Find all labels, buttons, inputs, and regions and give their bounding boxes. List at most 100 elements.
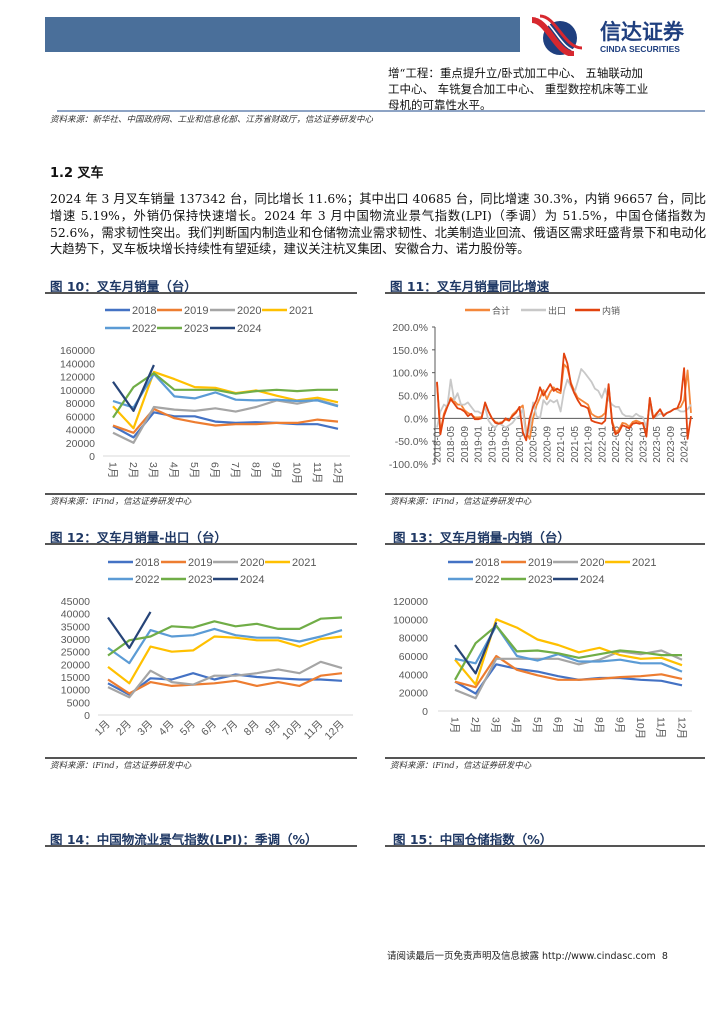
- intro-source: 资料来源：新华社、中国政府网、工业和信息化部、江苏省财政厅，信达证券研发中心: [50, 115, 374, 125]
- x-tick-label: 9月: [613, 717, 625, 733]
- x-tick-label: 7月: [229, 462, 241, 478]
- legend-label: 2021: [289, 305, 313, 317]
- legend-label: 内销: [602, 305, 620, 316]
- x-tick-label: 5月: [178, 718, 198, 738]
- y-tick-label: 35000: [61, 621, 90, 633]
- x-tick-label: 2022-05: [611, 426, 622, 463]
- figure-10-title: 图 10：叉车月销量（台）: [50, 279, 197, 294]
- y-tick-label: 0: [89, 451, 95, 463]
- y-tick-label: 10000: [61, 685, 90, 697]
- y-tick-label: 0: [84, 710, 90, 722]
- divider: [385, 493, 705, 495]
- y-tick-label: 0: [422, 706, 428, 718]
- x-tick-label: 8月: [593, 717, 605, 733]
- legend-label: 出口: [548, 305, 566, 316]
- y-tick-label: 160000: [60, 345, 95, 357]
- page-number: 8: [661, 951, 668, 962]
- x-tick-label: 7月: [572, 717, 584, 733]
- legend-label: 2018: [475, 557, 499, 569]
- series-line-2022: [107, 627, 343, 665]
- x-tick-label: 9月: [270, 462, 282, 478]
- x-tick-label: 4月: [510, 717, 522, 733]
- x-tick-label: 8月: [250, 462, 262, 478]
- x-tick-label: 3月: [490, 717, 502, 733]
- x-tick-label: 12月: [675, 717, 687, 739]
- x-tick-label: 1月: [106, 462, 118, 478]
- y-tick-label: 60000: [66, 411, 95, 423]
- x-tick-label: 2月: [114, 718, 134, 738]
- y-tick-label: 120000: [393, 596, 428, 608]
- intro-line: 增“工程：重点提升立/卧式加工中心、 五轴联动加: [388, 66, 643, 80]
- figure-11-source: 资料来源：iFind，信达证券研发中心: [390, 497, 532, 507]
- series-line-2018: [112, 411, 339, 439]
- y-tick-label: 140000: [60, 358, 95, 370]
- figure-14-title: 图 14：中国物流业景气指数(LPI)：季调（%）: [50, 832, 318, 847]
- legend-label: 2024: [580, 574, 604, 586]
- legend-label: 2019: [184, 305, 208, 317]
- x-tick-label: 2月: [127, 462, 139, 478]
- x-tick-label: 9月: [263, 718, 283, 738]
- x-tick-label: 3月: [147, 462, 159, 478]
- series-line-2023: [112, 372, 338, 419]
- figure-13-source: 资料来源：iFind，信达证券研发中心: [390, 761, 532, 771]
- footer-disclaimer[interactable]: 请阅读最后一页免责声明及信息披露 http://www.cindasc.com: [387, 951, 656, 962]
- y-tick-label: -100.0%: [389, 459, 428, 471]
- series-line-2021: [107, 635, 343, 685]
- footer: 请阅读最后一页免责声明及信息披露 http://www.cindasc.com …: [387, 948, 668, 962]
- legend-label: 2018: [132, 305, 156, 317]
- series-line-2022: [112, 372, 339, 409]
- legend-label: 2023: [184, 323, 208, 335]
- x-tick-label: 6月: [552, 717, 564, 733]
- y-tick-label: -50.0%: [395, 436, 428, 448]
- header-bar: [45, 17, 520, 52]
- series-line-2024: [112, 364, 155, 412]
- y-tick-label: 100000: [393, 614, 428, 626]
- figure-11-title: 图 11：叉车月销量同比增速: [390, 279, 550, 294]
- x-tick-label: 11月: [655, 717, 667, 738]
- x-tick-label: 2020-09: [542, 426, 553, 463]
- legend-label: 2023: [528, 574, 552, 586]
- y-tick-label: 20000: [399, 688, 428, 700]
- series-line-2018: [454, 663, 683, 695]
- legend-label: 合计: [492, 305, 510, 316]
- y-tick-label: 40000: [66, 425, 95, 437]
- logo-emblem-icon: 信达证券 CINDA SECURITIES: [531, 14, 685, 57]
- series-line-2018: [107, 672, 343, 696]
- x-tick-label: 2022-09: [625, 426, 636, 463]
- x-tick-label: 11月: [311, 462, 323, 483]
- figure-13-title: 图 13：叉车月销量-内销（台）: [393, 530, 570, 545]
- y-tick-label: 20000: [61, 659, 90, 671]
- legend-label: 2024: [240, 574, 264, 586]
- intro-line: 母机的可靠性水平。: [388, 98, 492, 112]
- x-tick-label: 2018-01: [433, 426, 444, 463]
- y-tick-label: 60000: [399, 651, 428, 663]
- intro-line: 工中心、 车铣复合加工中心、 重型数控机床等工业: [388, 82, 649, 96]
- x-tick-label: 2020-01: [515, 426, 526, 463]
- y-tick-label: 80000: [66, 398, 95, 410]
- divider: [385, 543, 705, 545]
- svg-text:信达证券: 信达证券: [600, 20, 685, 44]
- f13-chart: 0 20000 40000 60000 80000 100000 120000 1月 2月 3月 4…: [393, 557, 692, 739]
- divider: [385, 845, 705, 847]
- x-tick-label: 3月: [135, 718, 155, 738]
- x-tick-label: 5月: [188, 462, 200, 478]
- y-tick-label: 120000: [60, 372, 95, 384]
- legend-label: 2020: [237, 305, 261, 317]
- divider: [57, 110, 705, 112]
- legend-label: 2022: [475, 574, 499, 586]
- x-tick-label: 11月: [302, 718, 326, 742]
- divider: [45, 845, 357, 847]
- y-tick-label: 15000: [61, 672, 90, 684]
- y-tick-label: 40000: [399, 669, 428, 681]
- section-title: 1.2 叉车: [50, 166, 104, 181]
- series-line-2019: [454, 654, 683, 689]
- legend-label: 2021: [292, 557, 316, 569]
- x-tick-label: 2021-05: [570, 426, 581, 463]
- y-tick-label: 20000: [66, 438, 95, 450]
- series-line-2024: [454, 621, 498, 675]
- y-tick-label: 5000: [67, 697, 91, 709]
- x-tick-label: 2024-01: [680, 426, 691, 463]
- x-tick-label: 4月: [168, 462, 180, 478]
- x-tick-label: 12月: [323, 718, 347, 742]
